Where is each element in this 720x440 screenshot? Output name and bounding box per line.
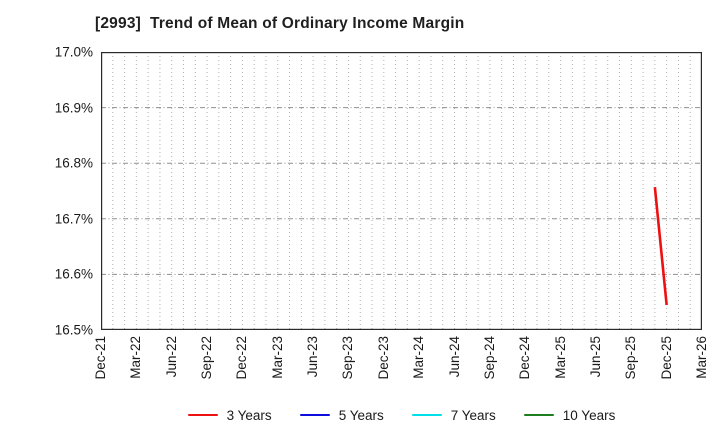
plot-area bbox=[101, 52, 702, 330]
y-tick-label: 16.6% bbox=[54, 266, 93, 282]
legend-label: 7 Years bbox=[450, 407, 496, 423]
plot-canvas bbox=[101, 52, 702, 330]
x-tick-label: Jun-23 bbox=[305, 336, 321, 378]
x-tick-label: Mar-26 bbox=[694, 336, 709, 379]
x-tick-label: Jun-22 bbox=[163, 336, 179, 378]
plot-border bbox=[101, 52, 702, 330]
legend-item-3-years: 3 Years bbox=[187, 407, 272, 423]
x-tick-label: Dec-22 bbox=[234, 336, 250, 380]
legend-line-swatch bbox=[411, 413, 442, 417]
legend-line-swatch bbox=[299, 413, 330, 417]
y-tick-label: 16.7% bbox=[54, 211, 93, 227]
series-line-3-years bbox=[653, 186, 668, 306]
x-tick-label: Sep-24 bbox=[481, 336, 497, 380]
x-tick-label: Mar-23 bbox=[269, 336, 285, 379]
legend-label: 5 Years bbox=[338, 407, 384, 423]
y-tick-label: 16.9% bbox=[54, 100, 93, 116]
x-tick-label: Jun-25 bbox=[587, 336, 603, 378]
x-tick-label: Sep-25 bbox=[623, 336, 639, 380]
legend-label: 3 Years bbox=[226, 407, 272, 423]
legend: 3 Years 5 Years 7 Years 10 Years bbox=[101, 403, 702, 427]
x-tick-label: Sep-23 bbox=[340, 336, 356, 380]
legend-item-10-years: 10 Years bbox=[523, 407, 616, 423]
legend-item-7-years: 7 Years bbox=[411, 407, 496, 423]
y-tick-label: 17.0% bbox=[54, 44, 93, 60]
chart-title: [2993] Trend of Mean of Ordinary Income … bbox=[95, 15, 465, 32]
x-tick-label: Dec-23 bbox=[375, 336, 391, 380]
legend-label: 10 Years bbox=[562, 407, 616, 423]
x-tick-label: Dec-24 bbox=[517, 336, 533, 380]
x-tick-label: Dec-21 bbox=[93, 336, 108, 380]
x-tick-label: Mar-25 bbox=[552, 336, 568, 379]
x-tick-label: Dec-25 bbox=[658, 336, 674, 380]
x-tick-label: Sep-22 bbox=[199, 336, 215, 380]
y-tick-label: 16.8% bbox=[54, 155, 93, 171]
y-tick-label: 16.5% bbox=[54, 322, 93, 338]
legend-line-swatch bbox=[187, 413, 218, 417]
legend-item-5-years: 5 Years bbox=[299, 407, 384, 423]
x-tick-label: Mar-22 bbox=[128, 336, 144, 379]
x-tick-label: Mar-24 bbox=[411, 336, 427, 379]
x-tick-label: Jun-24 bbox=[446, 336, 462, 378]
legend-line-swatch bbox=[523, 413, 554, 417]
